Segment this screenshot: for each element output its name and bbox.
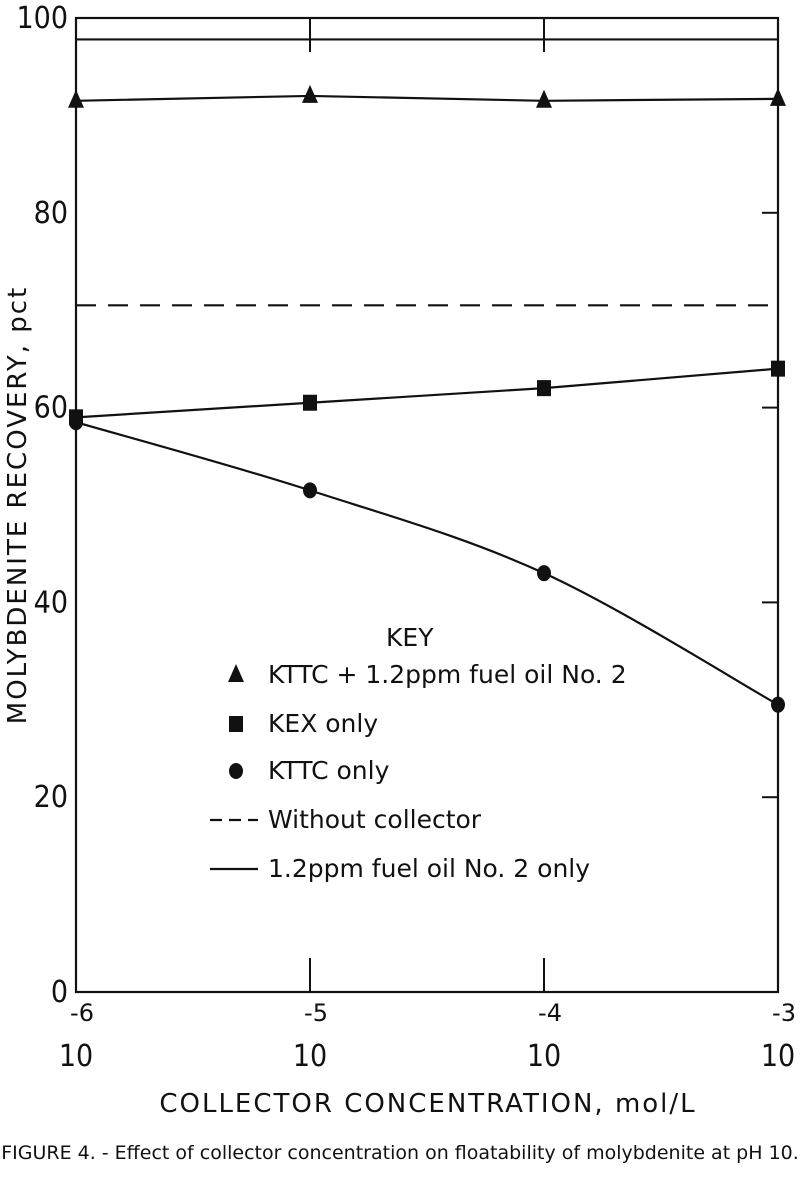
legend-marker-circle: [229, 763, 243, 779]
legend: KEY KTTC + 1.2ppm fuel oil No. 2 KEX only…: [210, 623, 627, 883]
y-axis-title: MOLYBDENITE RECOVERY, pct: [3, 286, 33, 724]
x-axis-title: COLLECTOR CONCENTRATION, mol/L: [159, 1089, 696, 1119]
legend-item: 1.2ppm fuel oil No. 2 only: [210, 854, 590, 883]
series-line: [75, 367, 779, 419]
x-tick-label-base: 10: [293, 1039, 327, 1074]
series-2: [69, 414, 785, 713]
legend-label: KEX only: [268, 709, 378, 738]
data-point-triangle: [770, 87, 786, 106]
y-tick-label: 40: [34, 585, 68, 620]
legend-marker-triangle: [228, 664, 244, 682]
legend-label: KTTC + 1.2ppm fuel oil No. 2: [268, 660, 627, 689]
data-point-circle: [69, 414, 83, 431]
axis-ticks: [309, 18, 778, 992]
series-line: [75, 94, 779, 102]
y-tick-label: 80: [34, 196, 68, 231]
x-tick-label-exponent: -4: [538, 999, 562, 1027]
x-tick-label-exponent: -6: [70, 999, 94, 1027]
plot-area: [74, 16, 780, 994]
data-point-triangle: [68, 89, 84, 108]
y-tick-label: 100: [16, 1, 68, 36]
legend-item: KTTC only: [229, 756, 390, 785]
series-layer: [68, 38, 786, 713]
y-tick-label: 60: [34, 391, 68, 426]
data-point-triangle: [302, 84, 318, 103]
legend-item: Without collector: [210, 805, 482, 834]
legend-label: KTTC only: [268, 756, 390, 785]
figure-caption: FIGURE 4. - Effect of collector concentr…: [1, 1142, 799, 1164]
x-tick-label-exponent: -5: [304, 999, 328, 1027]
legend-label: 1.2ppm fuel oil No. 2 only: [268, 854, 590, 883]
series-line: [75, 421, 779, 706]
legend-item: KEX only: [229, 709, 378, 738]
data-point-circle: [771, 696, 785, 713]
x-tick-label-exponent: -3: [772, 999, 796, 1027]
tick-labels: 0 20 40 60 80 100 10 -6 10 -5 10 -4 10 -3: [16, 1, 795, 1074]
plot-frame: [74, 16, 780, 994]
x-tick-label-base: 10: [527, 1039, 561, 1074]
x-tick-label-base: 10: [761, 1039, 795, 1074]
data-point-square: [537, 380, 551, 397]
series-0: [68, 84, 786, 108]
legend-marker-square: [229, 716, 243, 732]
legend-title: KEY: [386, 623, 434, 652]
data-point-triangle: [536, 89, 552, 108]
data-point-circle: [537, 565, 551, 582]
y-tick-label: 0: [51, 975, 68, 1010]
series-1: [69, 360, 785, 426]
y-tick-label: 20: [34, 780, 68, 815]
data-point-circle: [303, 482, 317, 499]
chart: 0 20 40 60 80 100 10 -6 10 -5 10 -4 10 -3 MOLYBDENITE…: [3, 1, 796, 1119]
data-point-square: [303, 394, 317, 411]
legend-item: KTTC + 1.2ppm fuel oil No. 2: [228, 660, 627, 689]
x-tick-label-base: 10: [59, 1039, 93, 1074]
data-point-square: [771, 360, 785, 377]
legend-label: Without collector: [268, 805, 482, 834]
